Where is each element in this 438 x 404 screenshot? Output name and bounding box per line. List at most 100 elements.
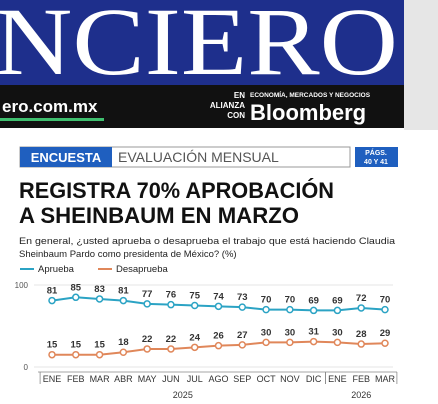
value-label: 30 bbox=[261, 327, 272, 338]
pages: 40 Y 41 bbox=[364, 159, 388, 166]
year-label: 2026 bbox=[351, 390, 371, 400]
value-label: 85 bbox=[70, 282, 81, 293]
point bbox=[309, 337, 318, 346]
y-tick-label: 0 bbox=[24, 363, 29, 372]
value-label: 29 bbox=[380, 328, 391, 339]
value-label: 24 bbox=[189, 332, 200, 343]
point bbox=[309, 306, 318, 315]
point bbox=[167, 345, 175, 353]
point bbox=[48, 350, 56, 359]
value-label: 22 bbox=[166, 334, 177, 345]
pages-bg bbox=[355, 147, 398, 167]
x-tick-label: ENE bbox=[43, 374, 62, 384]
point bbox=[190, 301, 199, 310]
value-label: 15 bbox=[94, 340, 105, 351]
headline: REGISTRA 70% APROBACIÓN bbox=[19, 178, 334, 203]
x-tick-label: MAR bbox=[90, 374, 111, 384]
masthead-logo: NCIERO bbox=[0, 0, 398, 95]
point bbox=[381, 339, 389, 347]
value-label: 18 bbox=[118, 337, 129, 348]
x-tick-label: FEB bbox=[67, 374, 85, 384]
point bbox=[119, 348, 128, 356]
value-label: 15 bbox=[47, 340, 58, 351]
x-tick-label: AGO bbox=[208, 374, 228, 384]
point bbox=[381, 305, 389, 314]
value-label: 15 bbox=[70, 340, 81, 351]
x-tick-label: ABR bbox=[114, 374, 133, 384]
value-label: 73 bbox=[237, 292, 248, 303]
site-underline bbox=[0, 118, 104, 121]
legend-label: Desaprueba bbox=[116, 264, 168, 275]
point bbox=[143, 300, 151, 308]
point bbox=[357, 340, 365, 348]
point bbox=[95, 350, 104, 359]
point bbox=[262, 338, 270, 347]
point bbox=[238, 303, 247, 311]
point bbox=[143, 345, 151, 353]
y-tick-label: 100 bbox=[15, 281, 29, 290]
point bbox=[333, 306, 342, 315]
point bbox=[262, 305, 270, 314]
value-label: 83 bbox=[94, 284, 105, 295]
x-tick-label: JUN bbox=[162, 374, 180, 384]
value-label: 81 bbox=[47, 286, 58, 297]
value-label: 77 bbox=[142, 289, 153, 300]
x-tick-label: ENE bbox=[328, 374, 347, 384]
value-label: 22 bbox=[142, 334, 153, 345]
value-label: 70 bbox=[285, 295, 296, 306]
legend-label: Aprueba bbox=[38, 264, 75, 275]
point bbox=[72, 350, 80, 359]
page-edge bbox=[404, 0, 438, 130]
point bbox=[286, 338, 294, 347]
x-tick-label: MAR bbox=[375, 374, 396, 384]
value-label: 28 bbox=[356, 329, 367, 340]
site: ero.com.mx bbox=[2, 97, 98, 116]
x-tick-label: SEP bbox=[233, 374, 251, 384]
point bbox=[214, 302, 223, 311]
section-tag: ENCUESTA bbox=[31, 150, 102, 165]
headline: A SHEINBAUM EN MARZO bbox=[19, 203, 299, 228]
pages: PÁGS. bbox=[365, 148, 387, 157]
section-tag-bg bbox=[20, 147, 112, 167]
value-label: 74 bbox=[213, 291, 224, 302]
year-label: 2025 bbox=[173, 390, 193, 400]
value-label: 81 bbox=[118, 286, 129, 297]
value-label: 70 bbox=[380, 295, 391, 306]
subtitle: Sheinbaum Pardo como presidenta de Méxic… bbox=[19, 249, 237, 260]
value-label: 30 bbox=[285, 327, 296, 338]
point bbox=[72, 293, 80, 302]
value-label: 72 bbox=[356, 293, 367, 304]
point bbox=[214, 341, 223, 350]
value-label: 27 bbox=[237, 330, 248, 341]
value-label: 75 bbox=[189, 291, 200, 302]
tagline: ECONOMÍA, MERCADOS Y NEGOCIOS bbox=[250, 90, 371, 99]
point bbox=[167, 300, 175, 309]
point bbox=[357, 304, 365, 312]
value-label: 76 bbox=[166, 290, 177, 301]
value-label: 30 bbox=[332, 327, 343, 338]
x-tick-label: MAY bbox=[138, 374, 157, 384]
point bbox=[119, 296, 128, 305]
x-tick-label: JUL bbox=[187, 374, 203, 384]
point bbox=[190, 343, 199, 352]
partner: Bloomberg bbox=[250, 100, 366, 125]
value-label: 70 bbox=[261, 295, 272, 306]
point bbox=[238, 341, 247, 349]
alliance: CON bbox=[227, 111, 245, 120]
x-tick-label: FEB bbox=[352, 374, 370, 384]
value-label: 31 bbox=[308, 327, 319, 338]
masthead-bg bbox=[0, 0, 404, 85]
section-label: EVALUACIÓN MENSUAL bbox=[118, 149, 279, 165]
value-label: 26 bbox=[213, 331, 224, 342]
alliance: EN bbox=[234, 91, 245, 100]
x-tick-label: OCT bbox=[257, 374, 277, 384]
x-tick-label: NOV bbox=[280, 374, 300, 384]
alliance: ALIANZA bbox=[210, 101, 245, 110]
value-label: 69 bbox=[308, 295, 319, 306]
value-label: 69 bbox=[332, 295, 343, 306]
x-tick-label: DIC bbox=[306, 374, 322, 384]
subtitle: En general, ¿usted aprueba o desaprueba … bbox=[19, 236, 396, 247]
point bbox=[333, 338, 342, 347]
point bbox=[286, 305, 294, 314]
